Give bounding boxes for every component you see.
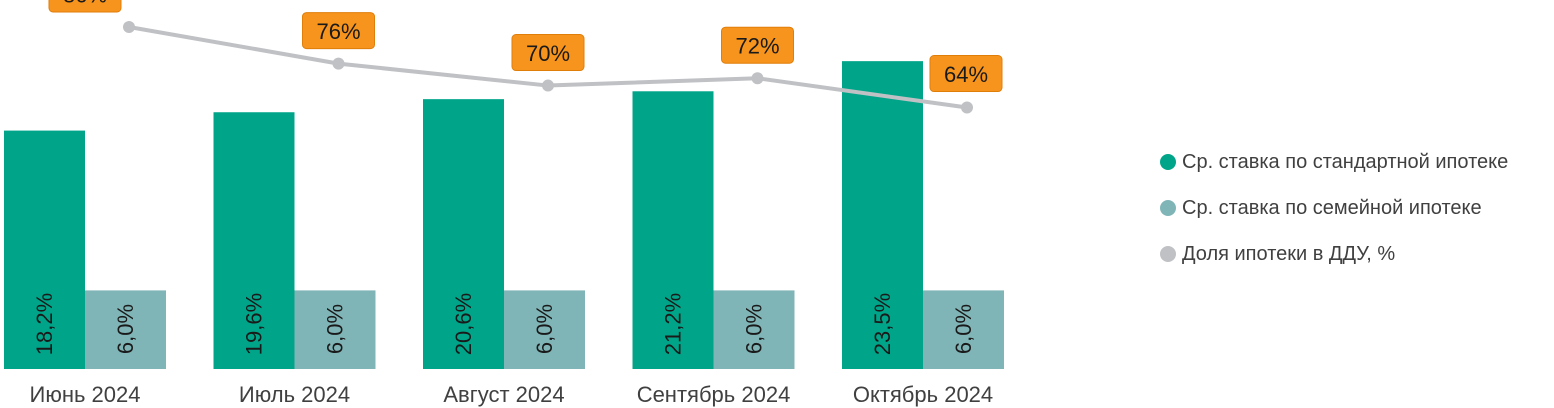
share-line-layer: 86% 76% 70% 72% 64% [48,0,1003,114]
bar-label-family-3: 6,0% [532,304,557,354]
category-label-1: Июнь 2024 [30,382,141,407]
bar-label-family-2: 6,0% [323,304,348,354]
share-badge-5 [929,55,1003,93]
bar-label-standard-2: 19,6% [242,293,267,355]
share-label-5: 64% [944,62,988,87]
bar-label-family-4: 6,0% [742,304,767,354]
bar-label-standard-4: 21,2% [661,293,686,355]
share-label-1: 86% [63,0,107,8]
share-badge-1 [48,0,122,13]
bar-standard-1 [4,130,85,369]
bar-label-standard-1: 18,2% [32,293,57,355]
legend-marker-1 [1160,154,1176,170]
share-badge-3 [511,34,585,72]
bar-standard-5 [842,61,923,370]
bar-standard-4 [632,91,714,369]
legend-label-3: Доля ипотеки в ДДУ, % [1182,243,1395,265]
share-label-3: 70% [526,41,570,66]
category-labels: Июнь 2024 Июль 2024 Август 2024 Сентябрь 20… [30,382,994,407]
share-point-4 [751,72,764,85]
legend-label-1: Ср. ставка по стандартной ипотеке [1182,151,1508,173]
bar-family-1 [85,290,166,369]
legend-marker-2 [1160,200,1176,216]
bar-family-3 [504,290,585,369]
category-label-2: Июль 2024 [239,382,350,407]
bars-layer: 18,2% 6,0% 19,6% 6,0% 20,6% 6,0% 21,2% 6,0% 23,5… [4,61,1004,370]
category-label-4: Сентябрь 2024 [637,382,791,407]
bar-label-standard-5: 23,5% [870,293,895,355]
legend-marker-3 [1160,246,1176,262]
bar-family-5 [923,290,1004,369]
share-badge-4 [721,26,794,64]
legend-label-2: Ср. ставка по семейной ипотеке [1182,197,1482,219]
bar-label-standard-3: 20,6% [451,293,476,355]
share-point-3 [542,79,554,92]
share-label-4: 72% [735,34,779,59]
share-label-2: 76% [316,19,360,44]
bar-family-4 [713,290,795,369]
share-point-5 [961,101,973,114]
legend: Ср. ставка по стандартной ипотеке Ср. ста… [1160,151,1508,265]
bar-label-family-1: 6,0% [113,304,138,354]
category-label-3: Август 2024 [443,382,564,407]
bar-family-2 [294,290,376,369]
share-badge-2 [302,12,375,50]
bar-standard-2 [213,112,295,370]
bar-standard-3 [423,99,504,369]
share-point-2 [332,57,345,70]
bar-label-family-5: 6,0% [951,304,976,354]
category-label-5: Октябрь 2024 [853,382,993,407]
share-point-1 [123,21,135,33]
